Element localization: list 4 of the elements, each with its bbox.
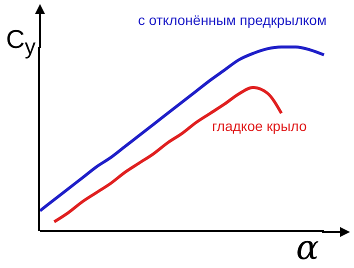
series-label: с отклонённым предкрылком (138, 12, 327, 28)
y-axis-title: C$_{y}$ (6, 24, 36, 60)
x-axis-title: α (296, 228, 319, 268)
series-label: гладкое крыло (212, 118, 307, 134)
